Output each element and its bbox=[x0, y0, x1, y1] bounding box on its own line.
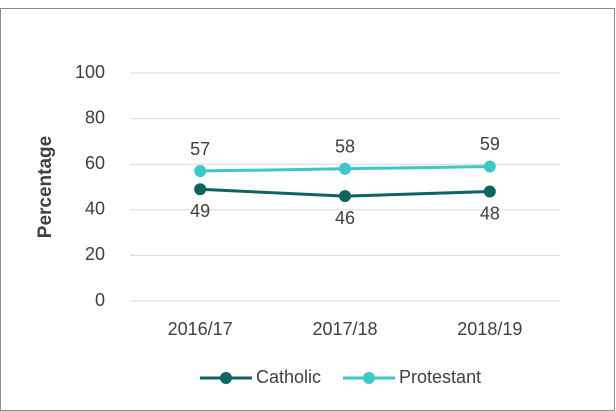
y-tick-label: 20 bbox=[85, 244, 105, 264]
data-label: 59 bbox=[480, 134, 500, 154]
legend-marker bbox=[220, 372, 232, 384]
data-label: 58 bbox=[335, 137, 355, 157]
legend-label: Protestant bbox=[399, 367, 481, 387]
y-tick-label: 0 bbox=[95, 290, 105, 310]
point bbox=[483, 185, 496, 198]
y-axis-label: Percentage bbox=[35, 136, 56, 238]
point bbox=[483, 160, 496, 173]
data-label: 46 bbox=[335, 208, 355, 228]
y-tick-label: 80 bbox=[85, 107, 105, 127]
y-tick-label: 40 bbox=[85, 199, 105, 219]
x-tick-label: 2018/19 bbox=[457, 319, 522, 339]
legend-marker bbox=[363, 372, 376, 384]
point bbox=[339, 190, 351, 203]
data-label: 57 bbox=[190, 139, 210, 159]
point bbox=[339, 162, 351, 175]
legend-label: Catholic bbox=[256, 367, 321, 387]
data-label: 48 bbox=[480, 203, 500, 223]
y-tick-label: 100 bbox=[75, 62, 105, 82]
x-tick-label: 2016/17 bbox=[168, 319, 233, 339]
data-label: 49 bbox=[190, 201, 210, 221]
point bbox=[194, 183, 207, 196]
point bbox=[194, 165, 207, 178]
y-tick-label: 60 bbox=[85, 153, 105, 173]
x-tick-label: 2017/18 bbox=[312, 319, 377, 339]
